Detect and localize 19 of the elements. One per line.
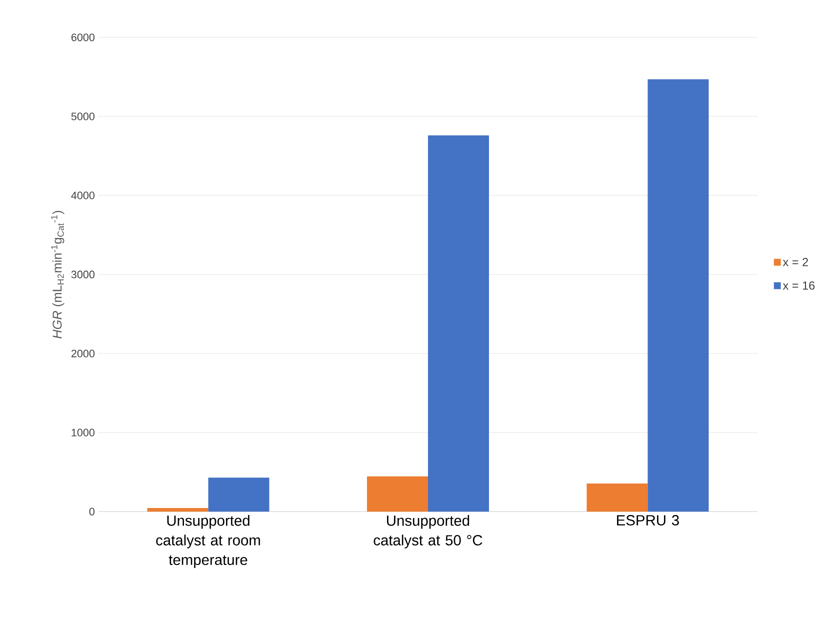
text: HGR (mL$_{H2}$min$^{-1}$g$_{Cat}$$^{-1}$): [51, 210, 64, 338]
y-tick-label: 4000: [71, 191, 94, 200]
y-tick-label: 0: [89, 508, 94, 516]
x-tick-label: ESPRU 3: [617, 514, 679, 526]
bar: [366, 476, 428, 512]
y-tick-label: 3000: [71, 270, 94, 278]
y-tick-label: 6000: [71, 33, 94, 41]
y-tick-label: 5000: [71, 112, 94, 120]
bar: [586, 483, 648, 512]
x-tick-label: Unsupported catalyst at room temperature: [156, 514, 260, 568]
bar: [428, 135, 489, 512]
bar: [648, 79, 709, 512]
y-tick-label: 2000: [71, 350, 94, 358]
bar: [208, 477, 270, 512]
legend-label: x = 2: [782, 258, 808, 266]
x-tick-label: Unsupported catalyst at 50 °C: [374, 514, 482, 548]
legend-label: x = 16: [782, 281, 815, 290]
bar: [147, 508, 208, 512]
y-tick-label: 1000: [72, 428, 94, 436]
